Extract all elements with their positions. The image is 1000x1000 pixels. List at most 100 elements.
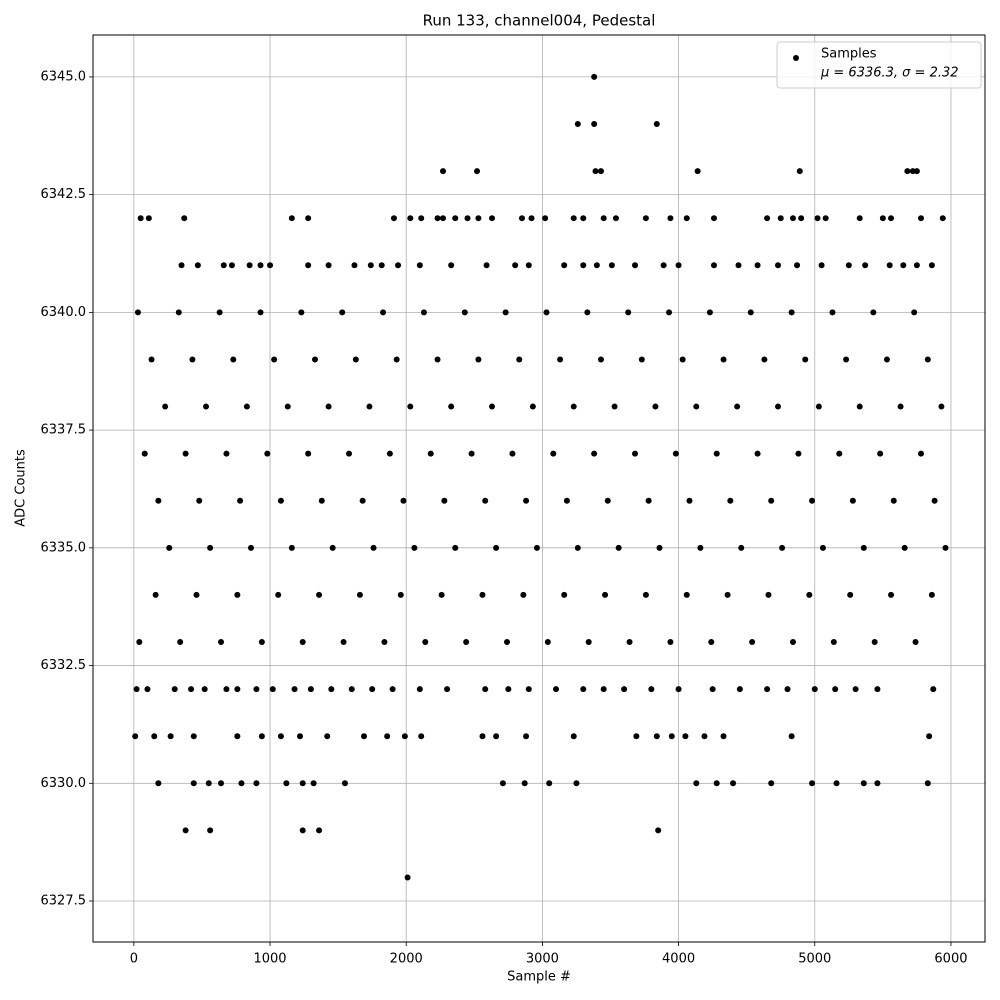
sample-point [493,733,500,740]
sample-point [325,262,332,269]
sample-point [592,168,599,175]
sample-point [928,262,935,269]
sample-point [802,356,809,363]
sample-point [269,686,276,693]
sample-point [852,686,859,693]
y-tick-label: 6340.0 [41,305,87,320]
sample-point [257,309,264,316]
chart-title: Run 133, channel004, Pedestal [423,12,656,30]
sample-point [503,639,510,646]
sample-point [516,356,523,363]
sample-point [305,450,312,457]
sample-point [438,591,445,598]
sample-point [482,497,489,504]
y-tick-label: 6332.5 [41,658,87,673]
sample-point [271,356,278,363]
sample-point [574,121,581,128]
sample-point [879,215,886,222]
sample-point [162,403,169,410]
sample-point [525,686,532,693]
sample-point [177,639,184,646]
sample-point [597,356,604,363]
sample-point [706,309,713,316]
sample-point [856,215,863,222]
sample-point [151,733,158,740]
sample-point [550,450,557,457]
sample-point [667,639,674,646]
sample-point [600,215,607,222]
sample-point [638,356,645,363]
sample-point [324,733,331,740]
sample-point [697,544,704,551]
sample-point [234,591,241,598]
sample-point [253,686,260,693]
y-tick-label: 6335.0 [41,540,87,555]
sample-point [591,121,598,128]
sample-point [779,544,786,551]
sample-point [141,450,148,457]
sample-point [439,215,446,222]
sample-point [223,686,230,693]
sample-point [339,309,346,316]
sample-point [625,309,632,316]
sample-point [247,544,254,551]
sample-point [418,215,425,222]
sample-point [384,733,391,740]
sample-point [675,262,682,269]
sample-point [352,356,359,363]
sample-point [190,733,197,740]
sample-point [928,591,935,598]
sample-point [238,780,245,787]
sample-point [137,215,144,222]
sample-point [505,686,512,693]
x-tick-label: 6000 [934,952,967,967]
sample-point [253,780,260,787]
sample-point [422,639,429,646]
sample-point [798,215,805,222]
sample-point [144,686,151,693]
sample-point [155,497,162,504]
sample-point [870,309,877,316]
sample-point [299,827,306,834]
y-axis-label: ADC Counts [14,449,29,527]
sample-point [843,356,850,363]
sample-point [655,827,662,834]
sample-point [764,215,771,222]
sample-point [544,639,551,646]
sample-point [775,262,782,269]
sample-point [788,733,795,740]
sample-point [656,544,663,551]
sample-point [734,403,741,410]
sample-point [632,262,639,269]
sample-point [888,215,895,222]
sample-point [811,686,818,693]
sample-point [359,497,366,504]
sample-point [738,544,745,551]
sample-point [203,403,210,410]
x-axis-label: Sample # [507,970,571,985]
sample-point [188,686,195,693]
sample-point [386,450,393,457]
sample-point [833,780,840,787]
sample-point [134,309,141,316]
sample-point [754,262,761,269]
sample-point [452,215,459,222]
sample-point [900,262,907,269]
sample-point [509,450,516,457]
sample-point [633,733,640,740]
legend-box [776,41,982,89]
sample-point [795,450,802,457]
sample-point [483,262,490,269]
sample-point [561,262,568,269]
sample-point [768,497,775,504]
sample-point [730,780,737,787]
sample-point [479,733,486,740]
sample-point [474,168,481,175]
sample-point [502,309,509,316]
legend-marker [793,55,799,61]
ticks: 0 1000 2000 3000 4000 5000 6000 6327.5 6330.0 633… [41,69,968,966]
sample-point [132,733,139,740]
sample-point [479,591,486,598]
sample-point [570,733,577,740]
